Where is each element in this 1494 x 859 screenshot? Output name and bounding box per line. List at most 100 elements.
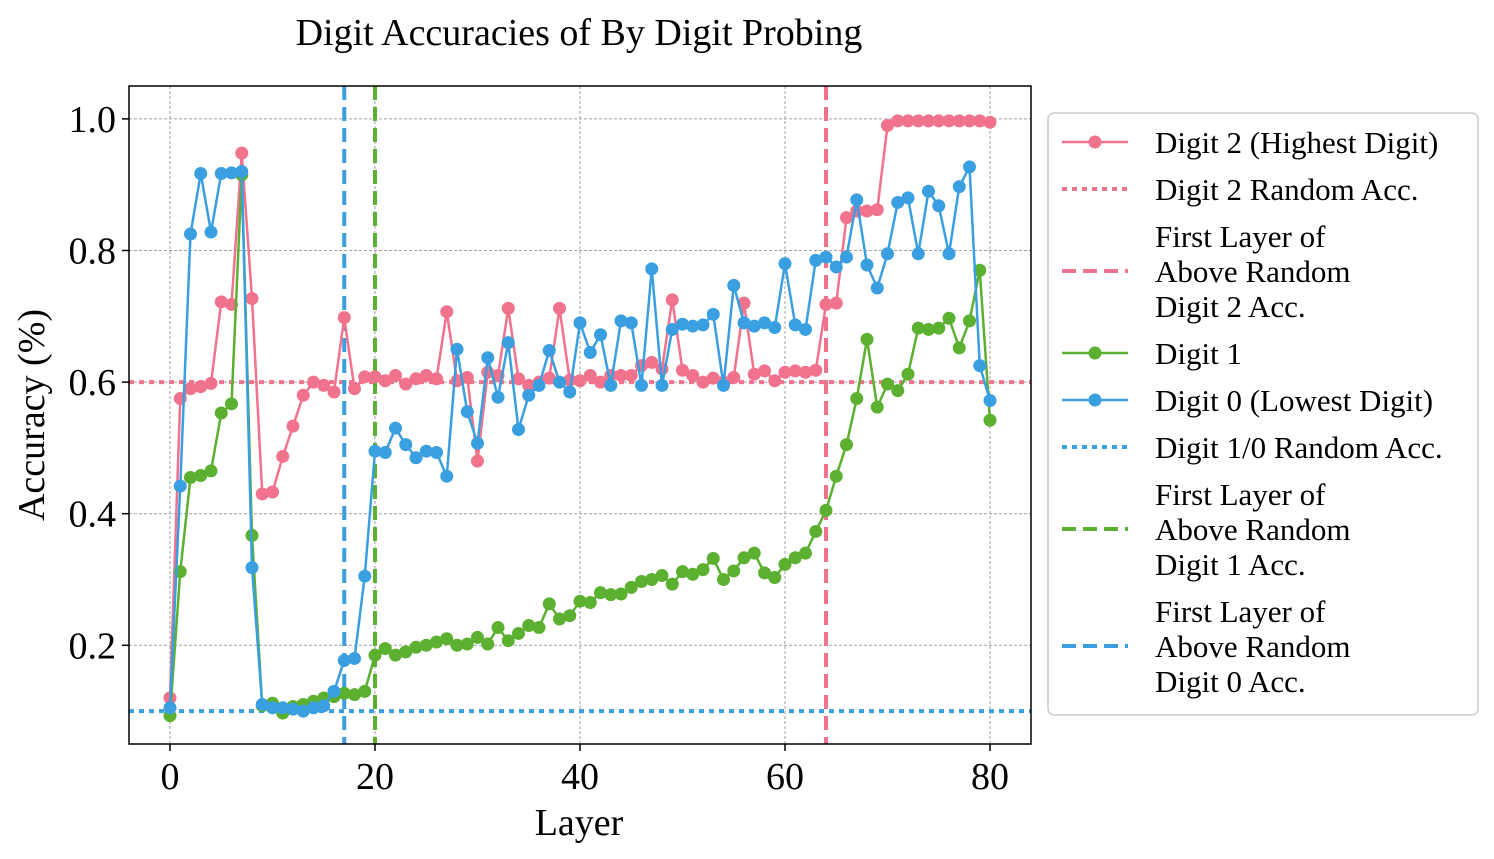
data-point — [696, 375, 710, 389]
data-point — [645, 573, 659, 586]
data-point — [594, 586, 607, 600]
legend-marker — [1088, 346, 1102, 360]
data-point — [799, 322, 812, 336]
ticks: 0 20 40 60 80 0.2 0.4 0.6 0.8 1.0 — [69, 99, 1010, 798]
data-point — [573, 594, 587, 608]
data-point — [727, 278, 741, 292]
data-point — [819, 297, 833, 311]
data-point — [973, 263, 987, 277]
data-point — [214, 167, 228, 181]
legend-label: Digit 1 Acc. — [1155, 547, 1306, 582]
data-point — [717, 378, 730, 392]
data-point — [522, 619, 536, 633]
data-point — [870, 203, 884, 217]
data-point — [409, 372, 423, 386]
data-point — [665, 322, 679, 336]
legend-entry: Digit 0 (Lowest Digit) — [1062, 383, 1433, 418]
data-point — [337, 686, 351, 700]
data-point — [563, 609, 577, 623]
data-point — [922, 322, 935, 336]
data-point — [184, 227, 197, 241]
legend-label: Digit 2 Acc. — [1155, 289, 1306, 324]
data-point — [440, 469, 454, 483]
data-point — [881, 247, 894, 261]
data-point — [419, 444, 433, 458]
data-point — [788, 364, 802, 378]
data-point — [214, 406, 228, 420]
legend-entry: Digit 1 — [1062, 336, 1242, 371]
data-point — [542, 597, 556, 611]
data-point — [604, 378, 618, 392]
data-point — [512, 422, 525, 436]
legend-entry: Digit 1/0 Random Acc. — [1062, 430, 1443, 465]
data-point — [542, 344, 556, 358]
data-point — [840, 250, 853, 264]
data-point — [583, 345, 597, 359]
data-point — [553, 301, 566, 315]
legend-label: Digit 1/0 Random Acc. — [1155, 430, 1443, 465]
data-point — [512, 372, 525, 386]
data-point — [491, 390, 505, 404]
data-point — [932, 199, 946, 213]
x-tick-label: 40 — [561, 756, 599, 798]
data-point — [983, 115, 997, 129]
data-point — [840, 438, 853, 452]
series-group — [163, 114, 997, 705]
data-point — [819, 250, 833, 264]
data-point — [307, 701, 320, 715]
data-point — [563, 385, 577, 399]
data-point — [676, 565, 689, 579]
data-point — [173, 479, 187, 493]
data-point — [214, 295, 228, 309]
data-point — [522, 378, 536, 392]
data-point — [501, 634, 515, 648]
data-point — [522, 388, 536, 402]
data-point — [389, 648, 402, 662]
data-point — [553, 612, 566, 626]
data-point — [245, 561, 259, 575]
data-point — [573, 316, 587, 330]
data-point — [255, 487, 269, 501]
legend-label: First Layer of — [1155, 219, 1326, 254]
data-point — [286, 419, 300, 433]
data-point — [922, 114, 935, 128]
y-tick-label: 0.6 — [69, 362, 117, 404]
y-tick-label: 0.8 — [69, 231, 117, 273]
series-group — [163, 160, 997, 718]
data-point — [594, 375, 607, 389]
data-point — [317, 378, 331, 392]
data-point — [553, 375, 566, 389]
data-point — [983, 394, 997, 408]
x-tick-label: 80 — [971, 756, 1009, 798]
data-point — [645, 262, 659, 276]
x-tick-label: 60 — [766, 756, 804, 798]
chart-title: Digit Accuracies of By Digit Probing — [296, 12, 863, 54]
plot-area: 0 20 40 60 80 0.2 0.4 0.6 0.8 1.0 — [69, 85, 1032, 798]
data-point — [317, 699, 331, 713]
legend-marker — [1088, 135, 1102, 149]
data-point — [481, 351, 495, 365]
data-point — [973, 114, 987, 128]
data-point — [973, 359, 987, 373]
data-point — [881, 377, 894, 391]
data-point — [184, 382, 197, 396]
legend-entry: Digit 2 (Highest Digit) — [1062, 125, 1438, 160]
series-line — [168, 173, 992, 716]
legend-label: Above Random — [1155, 254, 1350, 289]
data-point — [409, 640, 423, 654]
data-point — [768, 320, 782, 334]
data-point — [942, 114, 956, 128]
data-point — [706, 551, 720, 565]
data-point — [860, 204, 874, 218]
data-point — [235, 146, 249, 160]
data-point — [624, 369, 638, 383]
data-point — [635, 378, 648, 392]
data-point — [665, 293, 679, 307]
y-tick-label: 0.4 — [69, 494, 117, 536]
data-point — [860, 332, 874, 346]
data-point — [194, 469, 208, 483]
data-point — [747, 546, 761, 560]
data-point — [368, 444, 382, 458]
data-point — [327, 684, 341, 698]
data-point — [676, 317, 689, 331]
